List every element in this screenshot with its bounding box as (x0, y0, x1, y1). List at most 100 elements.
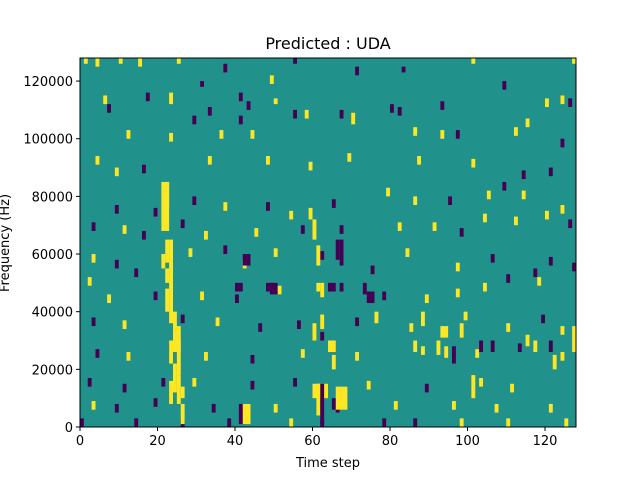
heatmap-cell (572, 58, 576, 64)
heatmap-cell (269, 282, 278, 295)
heatmap-cell (254, 228, 259, 237)
heatmap-cell (312, 219, 317, 240)
heatmap-cell (483, 282, 487, 292)
x-tick-label: 20 (149, 434, 166, 449)
heatmap-cell (494, 403, 499, 413)
heatmap-cell (138, 58, 142, 67)
heatmap-background (80, 58, 576, 427)
heatmap-cell (339, 225, 344, 234)
heatmap-cell (463, 311, 468, 321)
heatmap-cell (316, 282, 321, 292)
heatmap-cell (424, 294, 429, 304)
heatmap-cell (517, 343, 522, 353)
heatmap-cell (80, 418, 84, 427)
heatmap-cell (525, 334, 530, 347)
heatmap-cell (300, 225, 305, 234)
heatmap-cell (103, 95, 108, 105)
heatmap-cell (297, 320, 301, 329)
heatmap-cell (339, 109, 344, 119)
heatmap-cell (169, 239, 173, 280)
heatmap-cell (122, 225, 127, 234)
heatmap-cell (215, 317, 220, 327)
heatmap-cell (483, 213, 487, 223)
x-axis: 0 20 40 60 80 100 120 (76, 427, 558, 449)
heatmap-cell (552, 354, 557, 370)
heatmap-cell (126, 352, 131, 361)
heatmap-cell (548, 340, 553, 353)
heatmap-cell (258, 323, 263, 332)
heatmap-cell (235, 282, 243, 292)
x-tick-label: 120 (533, 434, 558, 449)
y-tick-label: 40000 (32, 306, 73, 321)
heatmap-cell (568, 219, 573, 229)
heatmap-cell (165, 181, 170, 208)
heatmap-cell (273, 98, 278, 105)
heatmap-cell (560, 352, 565, 361)
heatmap-cell (235, 294, 239, 304)
heatmap-cell (421, 311, 425, 327)
heatmap-cell (401, 66, 406, 73)
heatmap-cell (459, 228, 464, 237)
heatmap-cell (87, 277, 92, 286)
heatmap-cell (250, 354, 255, 364)
heatmap-cell (331, 354, 336, 370)
heatmap-cell (289, 210, 294, 220)
heatmap-cell (486, 190, 491, 200)
heatmap-cell (320, 251, 325, 260)
heatmap-cell (83, 58, 88, 64)
heatmap-cell (134, 418, 139, 427)
heatmap-cell (533, 340, 538, 353)
heatmap-cell (514, 127, 518, 136)
heatmap-cell (525, 118, 530, 128)
heatmap-cell (545, 98, 549, 108)
heatmap-cell (308, 207, 313, 220)
heatmap-cell (126, 130, 131, 139)
y-axis: 0 20000 40000 60000 80000 100000 120000 (23, 75, 80, 436)
heatmap-cell (176, 58, 181, 64)
y-tick-label: 100000 (23, 133, 73, 148)
heatmap-cell (490, 340, 495, 353)
heatmap-cell (413, 127, 418, 136)
heatmap-cell (242, 403, 251, 425)
heatmap-cell (165, 288, 170, 312)
heatmap-cell (506, 274, 511, 283)
heatmap-cell (300, 349, 305, 358)
heatmap-cell (308, 161, 313, 171)
heatmap-cell (134, 268, 139, 278)
heatmap-cell (223, 63, 228, 73)
heatmap-cell (455, 288, 460, 298)
heatmap-cell (560, 95, 565, 105)
heatmap-cell (91, 401, 96, 410)
heatmap-cell (114, 205, 119, 214)
heatmap-cell (223, 202, 228, 211)
heatmap-cell (269, 75, 274, 84)
heatmap-cell (87, 377, 92, 387)
x-axis-label: Time step (295, 456, 360, 471)
heatmap-cell (250, 380, 255, 390)
heatmap-cell (95, 156, 100, 165)
heatmap-cell (548, 403, 553, 413)
heatmap-cell (440, 130, 445, 139)
heatmap-cell (560, 205, 565, 214)
heatmap-cell (293, 109, 297, 119)
heatmap-cell (560, 326, 565, 335)
x-tick-label: 0 (76, 434, 84, 449)
heatmap-cell (238, 92, 243, 102)
heatmap-cell (312, 323, 317, 341)
heatmap-cell (502, 181, 507, 191)
heatmap-cell (459, 323, 464, 338)
heatmap-cell (192, 377, 197, 387)
y-tick-label: 0 (65, 421, 73, 436)
heatmap-cell (572, 326, 576, 341)
heatmap-cell (455, 262, 460, 272)
heatmap-cell (452, 401, 456, 410)
heatmap-cell (266, 202, 270, 211)
heatmap-cell (479, 340, 483, 353)
heatmap-cell (479, 377, 483, 387)
heatmap-cell (192, 115, 197, 125)
heatmap-cell (409, 323, 414, 332)
heatmap-cell (459, 418, 464, 427)
heatmap-cell (366, 291, 375, 304)
heatmap-cell (490, 254, 495, 263)
heatmap-cell (114, 167, 119, 177)
